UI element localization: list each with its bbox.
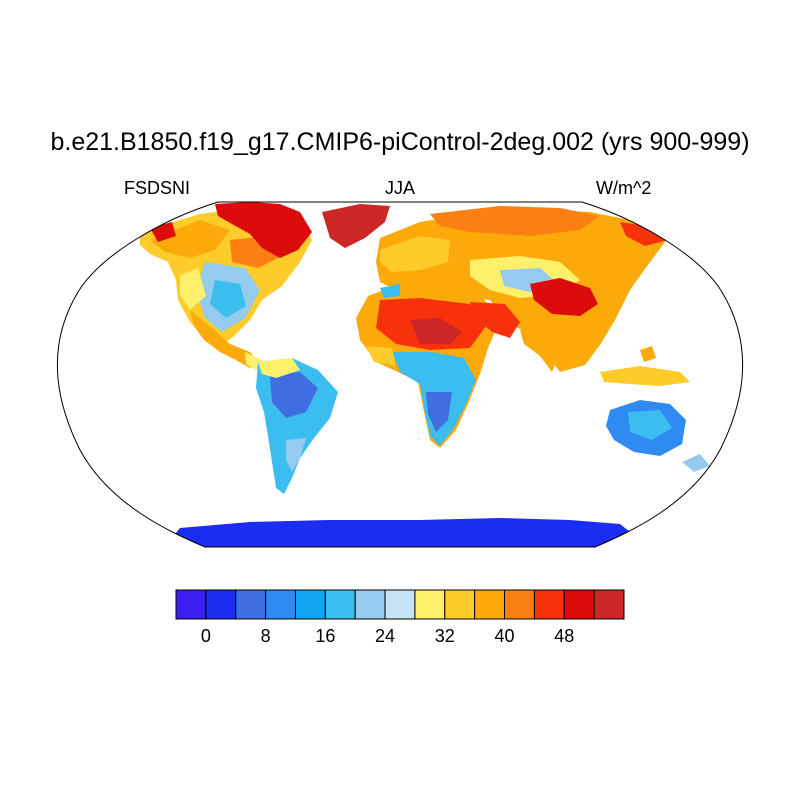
colorbar-tick-label: 40 <box>494 626 515 646</box>
colorbar-box <box>384 589 416 620</box>
colorbar-tick-label: 24 <box>375 626 396 646</box>
units-label: W/m^2 <box>596 178 652 198</box>
colorbar-box <box>265 589 296 620</box>
colorbar-box <box>533 589 565 620</box>
eurasia <box>376 206 668 372</box>
colorbar-box <box>414 589 446 620</box>
colorbar-box <box>324 589 356 620</box>
colorbar-tick-label: 16 <box>315 626 336 646</box>
colorbar-box <box>563 589 595 620</box>
colorbar-box <box>235 589 267 620</box>
colorbar <box>175 589 625 620</box>
page-title: b.e21.B1850.f19_g17.CMIP6-piControl-2deg… <box>50 128 750 156</box>
colorbar-tick-label: 8 <box>260 626 271 646</box>
colorbar-box <box>504 589 535 620</box>
colorbar-tick-label: 32 <box>434 626 455 646</box>
variable-label: FSDSNI <box>124 178 191 198</box>
land-fields <box>140 202 710 547</box>
australia <box>606 400 710 472</box>
colorbar-box <box>294 589 326 620</box>
season-label: JJA <box>384 178 415 198</box>
map-outline <box>56 201 744 548</box>
colorbar-box <box>444 589 476 620</box>
antarctica <box>170 518 640 547</box>
arctic-north-america <box>150 202 390 258</box>
colorbar-box <box>474 589 506 620</box>
south-america <box>256 358 338 494</box>
colorbar-tick-label: 0 <box>200 626 211 646</box>
colorbar-box <box>593 589 625 620</box>
colorbar-box <box>354 589 386 620</box>
colorbar-box <box>175 589 207 620</box>
colorbar-box <box>205 589 237 620</box>
africa <box>356 284 500 448</box>
maritime-asia <box>600 346 690 386</box>
colorbar-tick-label: 48 <box>554 626 575 646</box>
